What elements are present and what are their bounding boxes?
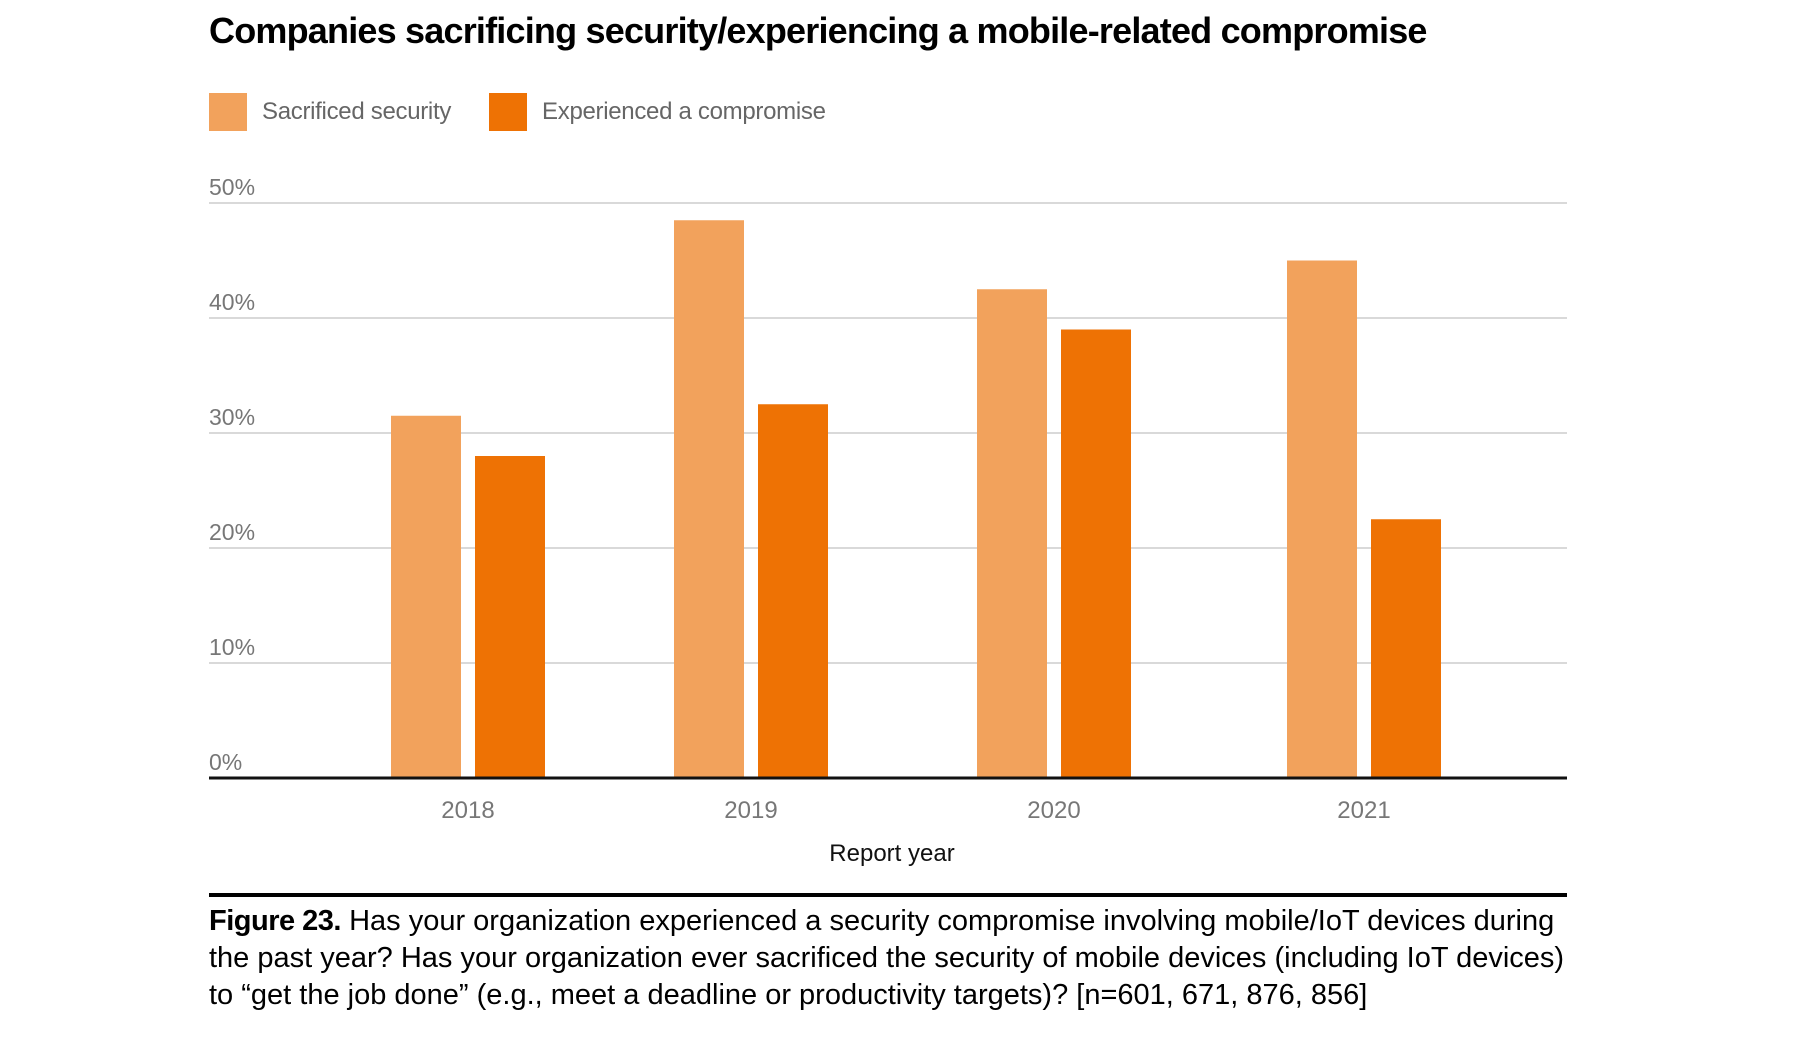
bar-sacrificed-2021 <box>1287 260 1357 778</box>
x-tick-label: 2020 <box>1027 797 1080 824</box>
bar-compromise-2018 <box>475 456 545 778</box>
chart-title: Companies sacrificing security/experienc… <box>209 10 1427 51</box>
y-tick-label: 50% <box>209 174 255 200</box>
legend-label-sacrificed: Sacrificed security <box>262 98 452 125</box>
figure-label: Figure 23. <box>209 905 342 937</box>
y-tick-label: 40% <box>209 289 255 315</box>
legend-item-sacrificed: Sacrificed security <box>209 93 451 131</box>
caption-text: Has your organization experienced a secu… <box>209 905 1565 1011</box>
legend-swatch-compromise <box>489 93 528 131</box>
x-tick-label: 2019 <box>724 797 777 824</box>
legend-item-compromise: Experienced a compromise <box>489 93 826 131</box>
bar-compromise-2021 <box>1371 519 1441 778</box>
caption-divider <box>209 893 1567 897</box>
bar-compromise-2019 <box>758 404 828 778</box>
bar-sacrificed-2019 <box>674 220 744 778</box>
y-tick-label: 10% <box>209 634 255 660</box>
y-tick-label: 20% <box>209 519 255 545</box>
x-tick-label: 2021 <box>1337 797 1390 824</box>
x-tick-label: 2018 <box>441 797 494 824</box>
bar-sacrificed-2020 <box>977 289 1047 778</box>
legend-swatch-sacrificed <box>209 93 247 131</box>
x-axis-title: Report year <box>829 840 954 867</box>
figure-caption: Figure 23. Has your organization experie… <box>209 903 1589 1014</box>
legend: Sacrificed security Experienced a compro… <box>209 93 864 131</box>
legend-label-compromise: Experienced a compromise <box>542 98 826 125</box>
y-tick-label: 0% <box>209 749 242 775</box>
y-tick-label: 30% <box>209 404 255 430</box>
bar-chart: 0% 10% 20% 30% 40% 50% 2018 2019 2020 2021 Report … <box>209 174 1567 867</box>
bar-compromise-2020 <box>1061 329 1131 778</box>
bar-sacrificed-2018 <box>391 415 461 778</box>
